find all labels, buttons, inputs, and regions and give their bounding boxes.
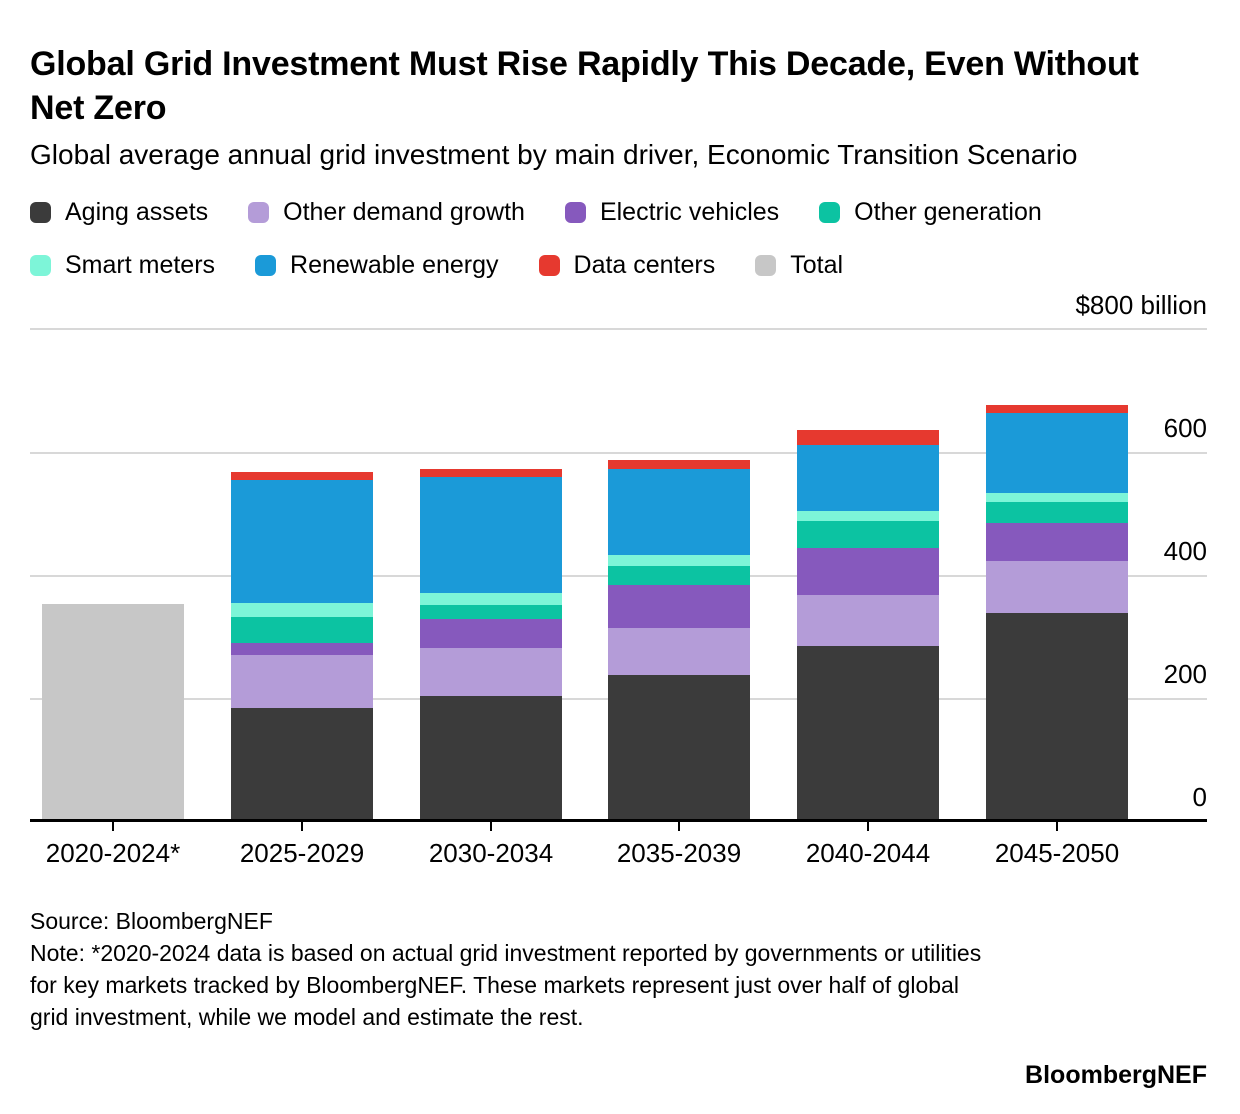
legend-label: Smart meters (65, 251, 216, 280)
stacked-bar-2020-2024 (42, 603, 184, 820)
bar-segment-electric-vehicles (231, 643, 373, 656)
x-axis: 2020-2024* 2025-2029 2030-2034 2035-2039 204… (30, 822, 1207, 878)
x-tick-label-2030-2034: 2030-2034 (428, 838, 554, 869)
legend-item-other-demand-growth: Other demand growth (248, 198, 525, 227)
page-subtitle: Global average annual grid investment by… (30, 139, 1078, 171)
bar-segment-data-centers (420, 469, 562, 477)
source-text: Source: BloombergNEF (30, 908, 273, 935)
bar-segment-electric-vehicles (797, 548, 939, 596)
chart-footer: Source: BloombergNEF Note: *2020-2024 da… (30, 906, 1207, 1033)
legend-swatch-icon (248, 202, 270, 224)
legend-item-electric-vehicles: Electric vehicles (564, 198, 780, 227)
bar-segment-electric-vehicles (420, 619, 562, 649)
page-title: Global Grid Investment Must Rise Rapidly… (30, 45, 1139, 128)
stacked-bar-2040-2044 (797, 429, 939, 820)
x-tick-label-2025-2029: 2025-2029 (239, 838, 365, 869)
stacked-bar-2045-2050 (986, 404, 1128, 820)
legend-swatch-icon (564, 202, 586, 224)
bar-segment-other-generation (420, 604, 562, 620)
legend-swatch-icon (538, 255, 560, 277)
bar-segment-aging-assets (420, 696, 562, 820)
bar-segment-aging-assets (986, 612, 1128, 820)
bar-segment-data-centers (231, 472, 373, 480)
y-tick-label-400: 400 (1163, 535, 1207, 566)
bar-segment-data-centers (608, 459, 750, 470)
bar-segment-other-generation (608, 566, 750, 586)
legend-label: Electric vehicles (599, 198, 780, 227)
legend-item-aging-assets: Aging assets (30, 198, 208, 227)
x-tick-label-2035-2039: 2035-2039 (616, 838, 742, 869)
stacked-bar-2030-2034 (420, 469, 562, 820)
legend-label: Other demand growth (283, 198, 525, 227)
note-text: Note: *2020-2024 data is based on actual… (30, 940, 982, 1030)
stacked-bar-2025-2029 (231, 472, 373, 820)
x-tick (301, 822, 303, 832)
bar-segment-other-demand-growth (608, 628, 750, 675)
x-tick (1056, 822, 1058, 832)
legend-swatch-icon (30, 255, 51, 277)
bar-segment-electric-vehicles (608, 585, 750, 629)
y-tick-label-0: 0 (1192, 782, 1207, 813)
legend-swatch-icon (755, 255, 777, 277)
bar-segment-data-centers (797, 429, 939, 445)
legend-item-renewable-energy: Renewable energy (255, 251, 499, 280)
legend-swatch-icon (255, 255, 277, 277)
legend-item-other-generation: Other generation (819, 198, 1042, 227)
bar-segment-smart-meters (797, 510, 939, 521)
chart-plot-wrap: 600 400 200 0 2020-2024* 2025-2029 2030-2034 2… (30, 328, 1207, 878)
bar-segment-aging-assets (608, 674, 750, 820)
x-tick-label-2040-2044: 2040-2044 (805, 838, 931, 869)
bar-segment-other-demand-growth (420, 648, 562, 697)
legend-item-total: Total (755, 251, 843, 280)
bar-segment-total (42, 603, 184, 820)
bar-segment-renewable-energy (231, 479, 373, 604)
bar-segment-renewable-energy (608, 469, 750, 556)
x-tick (678, 822, 680, 832)
gridline-800 (30, 328, 1207, 331)
bar-segment-smart-meters (986, 493, 1128, 503)
legend-swatch-icon (819, 202, 841, 224)
bar-segment-other-demand-growth (797, 595, 939, 646)
legend-swatch-icon (30, 202, 51, 224)
legend-item-smart-meters: Smart meters (30, 251, 215, 280)
bar-segment-other-generation (986, 502, 1128, 523)
bar-segment-data-centers (986, 404, 1128, 413)
y-tick-label-200: 200 (1163, 659, 1207, 690)
x-tick (112, 822, 114, 832)
legend-label: Total (790, 251, 844, 280)
bar-segment-other-generation (231, 616, 373, 644)
plot-area: 600 400 200 0 (30, 328, 1207, 823)
legend-label: Aging assets (65, 198, 209, 227)
chart-legend: Aging assets Other demand growth Electric … (30, 198, 1207, 280)
y-axis-unit-label: $800 billion (1075, 290, 1207, 321)
bar-segment-other-demand-growth (986, 560, 1128, 613)
bar-segment-other-generation (797, 520, 939, 549)
bar-segment-other-demand-growth (231, 655, 373, 709)
bar-segment-aging-assets (231, 708, 373, 820)
legend-label: Renewable energy (290, 251, 499, 280)
bar-segment-smart-meters (420, 592, 562, 605)
y-tick-label-600: 600 (1163, 412, 1207, 443)
bar-segment-renewable-energy (420, 476, 562, 593)
bar-segment-smart-meters (231, 603, 373, 617)
x-tick-label-2045-2050: 2045-2050 (994, 838, 1120, 869)
x-tick-label-2020-2024: 2020-2024* (45, 838, 181, 869)
bar-segment-aging-assets (797, 645, 939, 820)
legend-label: Data centers (573, 251, 716, 280)
legend-label: Other generation (854, 198, 1042, 227)
x-tick (867, 822, 869, 832)
bar-segment-renewable-energy (797, 444, 939, 511)
gridline-600 (30, 451, 1207, 454)
bar-segment-renewable-energy (986, 412, 1128, 494)
stacked-bar-2035-2039 (608, 459, 750, 820)
x-tick (490, 822, 492, 832)
bloombergnef-logo: BloombergNEF (1025, 1061, 1207, 1089)
legend-item-data-centers: Data centers (538, 251, 716, 280)
bar-segment-electric-vehicles (986, 522, 1128, 561)
bar-segment-smart-meters (608, 555, 750, 567)
